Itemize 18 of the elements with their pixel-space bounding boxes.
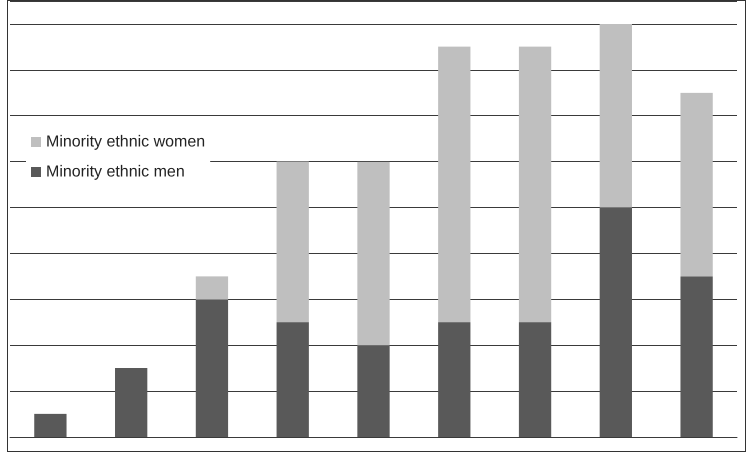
bar <box>438 322 470 437</box>
bar <box>518 46 552 322</box>
bar <box>680 276 713 437</box>
bar <box>276 161 309 322</box>
bar <box>34 414 67 437</box>
bar <box>438 46 470 322</box>
bar <box>196 299 228 437</box>
bar <box>518 322 552 437</box>
legend-label: Minority ethnic women <box>46 134 206 150</box>
bar <box>600 24 632 208</box>
bar <box>276 322 309 437</box>
bar <box>115 368 148 437</box>
bar <box>196 276 228 300</box>
bar <box>600 207 632 437</box>
bar <box>680 92 713 276</box>
legend-label: Minority ethnic men <box>46 164 185 180</box>
bar <box>357 162 390 346</box>
bar <box>357 345 390 437</box>
